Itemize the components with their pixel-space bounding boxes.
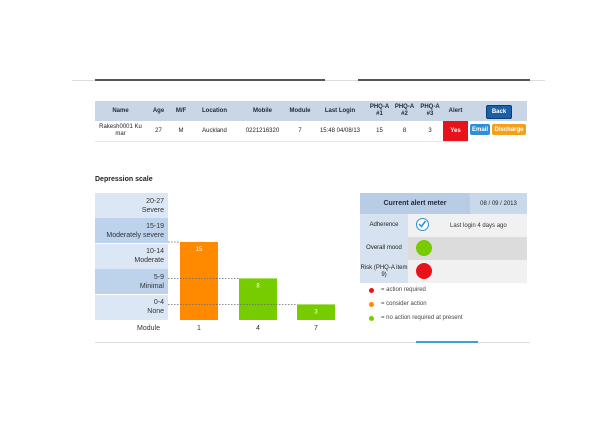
row-label: Overall mood: [360, 237, 408, 260]
legend-dot: [369, 288, 374, 293]
legend-text: = consider action: [381, 301, 427, 307]
row-note: Last login 4 days ago: [450, 222, 507, 229]
header-cell: Name: [95, 101, 146, 121]
check: [418, 220, 427, 228]
panel-date: 08 / 09 / 2013: [470, 193, 527, 214]
bar-label: 3: [314, 309, 318, 315]
header-cell: PHQ-A #3: [417, 101, 443, 121]
bar: [180, 242, 218, 320]
email-button[interactable]: Email: [470, 124, 490, 135]
bar: [239, 278, 277, 320]
bar: [297, 304, 335, 320]
alert-cell: Yes: [443, 121, 468, 142]
panel-row: Overall mood: [360, 237, 527, 261]
row-cell: Rakesh0001 Kumar: [95, 121, 146, 142]
panel-row: Adherence Last login 4 days ago: [360, 214, 527, 238]
header-cell: M/F: [171, 101, 191, 121]
row-cell: 3: [417, 121, 443, 142]
band-label: Minimal: [139, 282, 164, 290]
header-cell: Module: [287, 101, 313, 121]
section-title: Depression scale: [95, 176, 153, 183]
discharge-button[interactable]: Discharge: [492, 124, 526, 135]
scale-band: 5-9 Minimal: [95, 269, 168, 295]
x-tick-label: 1: [197, 325, 201, 332]
scale-band: 10-14 Moderate: [95, 243, 168, 269]
header-cell: Mobile: [238, 101, 287, 121]
row-cell: 7: [287, 121, 313, 142]
band-label: None: [147, 308, 164, 316]
row-cell: Auckland: [191, 121, 238, 142]
row-label: Risk (PHQ-A item 9): [360, 260, 408, 283]
divider: [358, 79, 530, 81]
band-range: 15-19: [146, 222, 164, 230]
back-button[interactable]: Back: [486, 105, 512, 119]
status-dot: [416, 240, 432, 256]
band-range: 0-4: [153, 299, 164, 307]
row-cell: 15:48 04/08/13: [313, 121, 367, 142]
divider: [95, 79, 325, 81]
check-icon: [416, 218, 429, 231]
band-label: Severe: [141, 206, 164, 214]
row-cell: 8: [392, 121, 417, 142]
band-label: Moderate: [134, 257, 164, 265]
band-label: Moderately severe: [106, 231, 164, 239]
band-range: 20-27: [146, 197, 164, 205]
scale-band: 0-4 None: [95, 294, 168, 320]
scale-band: 20-27 Severe: [95, 193, 168, 218]
divider: [95, 342, 530, 343]
tab-indicator: [416, 341, 478, 343]
header-cell: PHQ-A #1: [367, 101, 392, 121]
band-range: 5-9: [153, 273, 164, 281]
row-cell: 27: [146, 121, 171, 142]
panel-row: Risk (PHQ-A item 9): [360, 260, 527, 284]
row-cell: 0221216320: [238, 121, 287, 142]
bar-label: 8: [256, 283, 260, 289]
scale-band: 15-19 Moderately severe: [95, 218, 168, 244]
header-cell: Alert: [443, 101, 468, 121]
legend-text: = action required: [381, 287, 426, 293]
header-cell: Last Login: [313, 101, 367, 121]
x-tick-label: 7: [314, 325, 318, 332]
band-range: 10-14: [146, 248, 164, 256]
row-label: Adherence: [360, 214, 408, 237]
panel-title: Current alert meter: [360, 193, 470, 214]
x-axis-label: Module: [137, 325, 160, 332]
header-cell: Age: [146, 101, 171, 121]
row-cell: M: [171, 121, 191, 142]
row-cell: 15: [367, 121, 392, 142]
x-tick-label: 4: [256, 325, 260, 332]
legend-dot: [369, 302, 374, 307]
header-cell: PHQ-A #2: [392, 101, 417, 121]
bar-label: 15: [196, 247, 203, 253]
legend-dot: [369, 316, 374, 321]
status-dot: [416, 263, 432, 279]
legend-text: = no action required at present: [381, 315, 463, 321]
header-cell: Location: [191, 101, 238, 121]
